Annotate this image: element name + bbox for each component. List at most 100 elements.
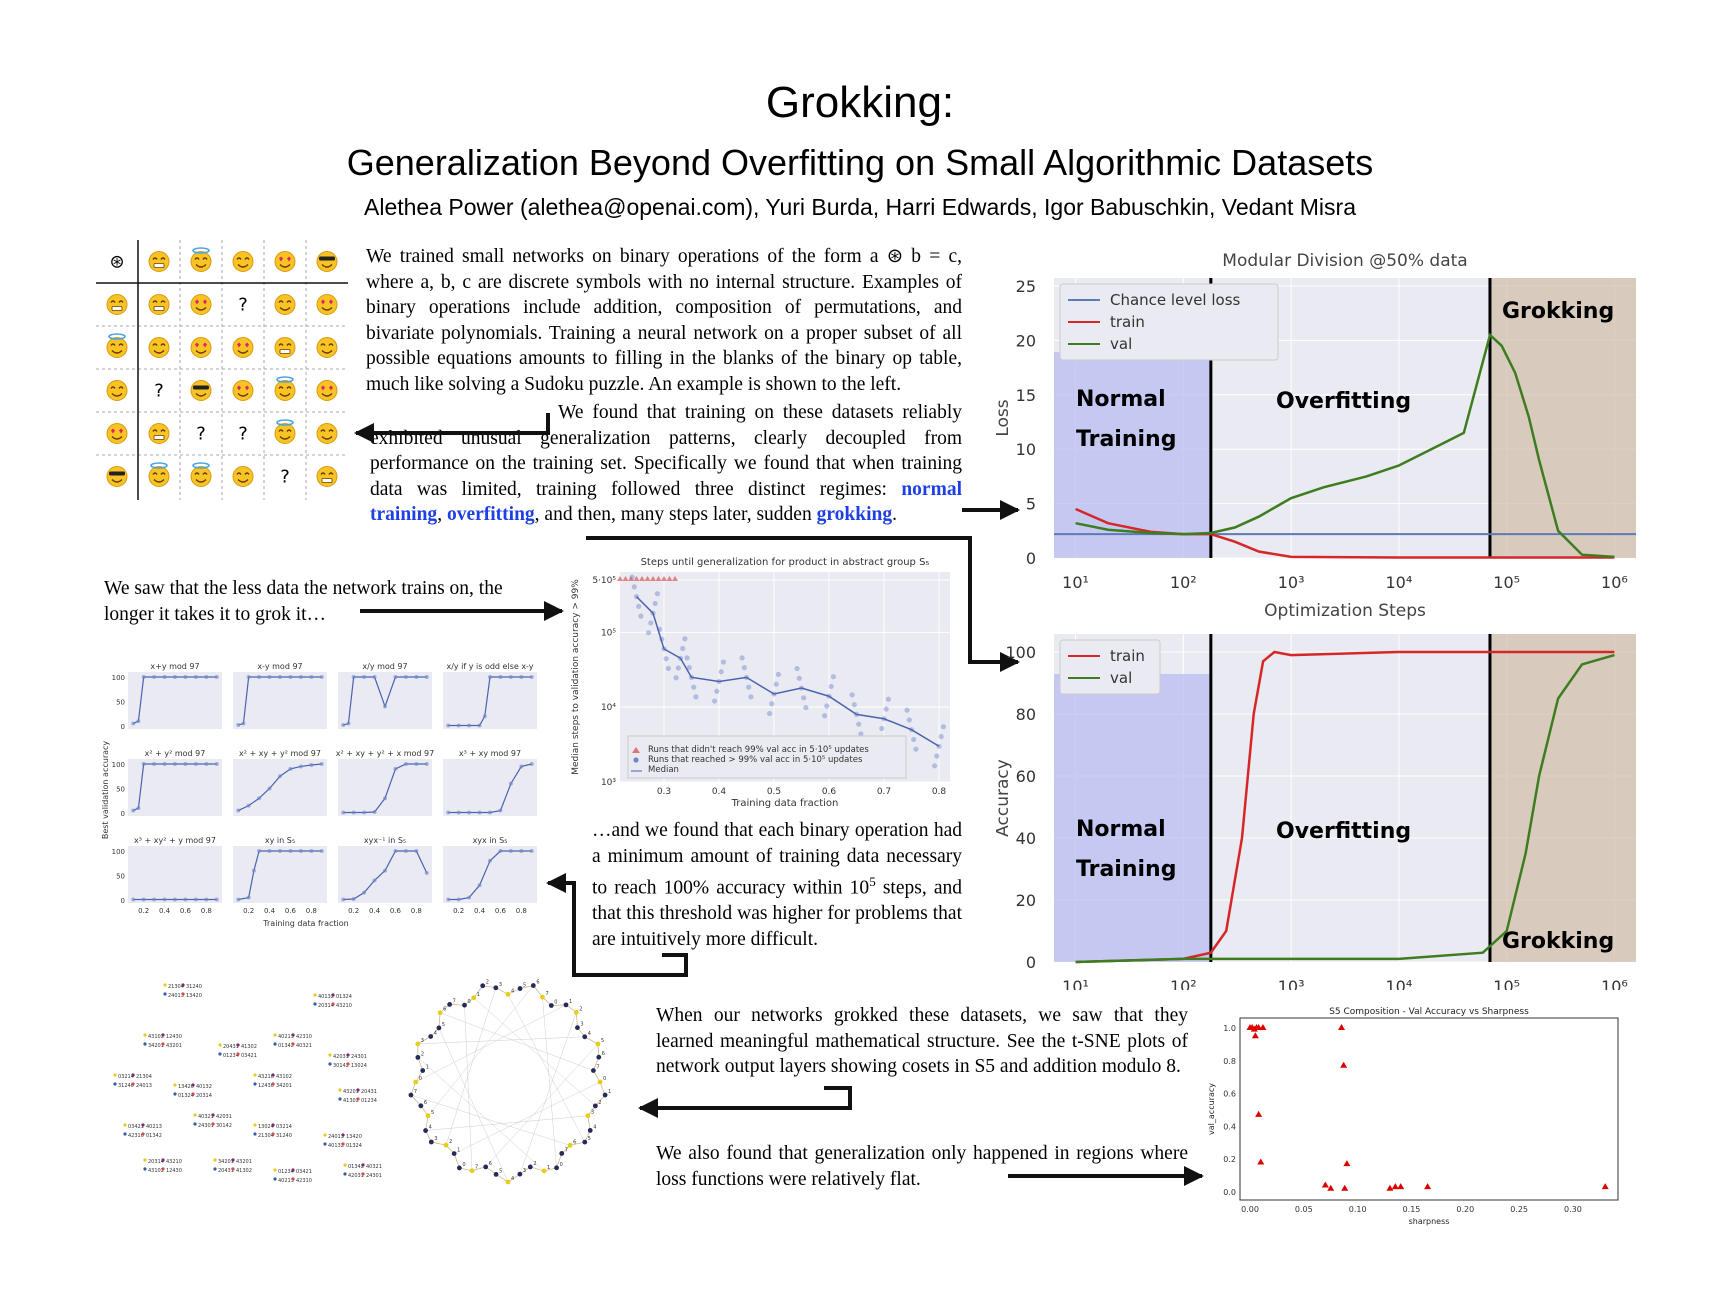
emoji-mouth [153, 306, 165, 311]
tsne-label: 24301 [198, 1123, 214, 1129]
panel-area [338, 672, 432, 729]
tsne-label: 13420 [186, 993, 202, 999]
x-tick-label: 10¹ [1062, 573, 1089, 592]
emoji-face [106, 423, 128, 444]
tsne-label: 42310 [296, 1034, 312, 1040]
emoji-mouth [237, 263, 249, 268]
run-point [773, 681, 779, 687]
tsne-label: 41302 [236, 1168, 252, 1174]
panel-point [393, 675, 398, 679]
tsne-label: 40213 [278, 1178, 294, 1184]
panel-line [448, 676, 532, 727]
data-point [1327, 1184, 1335, 1191]
region-label-overfitting: Overfitting [1276, 819, 1411, 844]
x-tick-label: 0.6 [822, 787, 837, 797]
tsne-label: 4 [429, 1125, 432, 1131]
emoji-eyes [320, 343, 334, 346]
tsne-point [273, 1033, 277, 1037]
panel-point [162, 675, 167, 679]
tsne-label: 31240 [118, 1083, 134, 1089]
emoji-eyes [152, 257, 166, 260]
y-tick-label: 0 [1026, 549, 1036, 568]
didnt-reach-marker [633, 576, 640, 581]
panel-point [131, 897, 136, 902]
tsne-label: 24301 [351, 1054, 367, 1060]
legend-label: Median [648, 765, 679, 775]
tsne-label: 42031 [348, 1173, 364, 1179]
run-point [714, 688, 720, 694]
tsne-point [341, 1142, 345, 1146]
run-point [906, 717, 912, 723]
tsne-point [423, 1128, 428, 1133]
x-tick-label: 10⁴ [1385, 977, 1412, 990]
tsne-label: 7 [475, 1165, 478, 1171]
run-point [803, 704, 809, 711]
didnt-reach-marker [661, 576, 667, 581]
emoji-face [232, 251, 254, 272]
tsne-point [493, 1171, 499, 1177]
run-point [938, 733, 944, 740]
unknown-cell: ? [154, 381, 164, 402]
data-point [1341, 1184, 1349, 1191]
y-tick-label: 0 [121, 723, 125, 731]
region-label-training: Training [1076, 427, 1176, 452]
emoji-halo [276, 376, 294, 383]
run-point [801, 695, 807, 701]
unknown-cell: ? [280, 467, 290, 488]
tsne-point [540, 994, 545, 1000]
tsne-point [173, 1092, 177, 1096]
run-point [741, 665, 747, 671]
emoji-relief-icon [148, 337, 170, 358]
tsne-point [343, 1172, 347, 1176]
tsne-label: 4 [511, 988, 514, 994]
panel-point [393, 849, 398, 853]
run-point [638, 613, 644, 619]
tsne-label: 31240 [186, 984, 202, 990]
panel-title: x³ + xy² + y mod 97 [134, 836, 216, 845]
panel-point [214, 897, 219, 902]
emoji-face [190, 294, 212, 315]
panel-point [204, 897, 209, 902]
tsne-edge [438, 1027, 509, 1183]
run-point [680, 645, 686, 652]
emoji-mouth [111, 478, 123, 483]
legend-box [627, 735, 907, 779]
panel-point [309, 675, 314, 679]
series-val-line [1075, 653, 1615, 964]
panel-point [456, 897, 461, 902]
emoji-eyes [236, 472, 250, 475]
run-point [665, 665, 671, 672]
tsne-point [346, 1062, 350, 1066]
run-point [684, 655, 690, 661]
run-point [830, 674, 836, 680]
accuracy-chart: 0 20 40 60 80 100 10¹ 10² 10³ 10⁴ 10⁵ 10⁶ Normal Trai… [996, 634, 1636, 990]
tsne-point [567, 1142, 573, 1148]
tsne-point [585, 1113, 591, 1119]
x-tick-label: 0.6 [495, 907, 507, 915]
chart-title: S5 Composition - Val Accuracy vs Sharpne… [1329, 1007, 1529, 1017]
tsne-point [173, 1083, 177, 1087]
x-tick-label: 0.5 [767, 787, 781, 797]
intro-paragraph: We trained small networks on binary oper… [366, 246, 962, 395]
panel-point [498, 849, 503, 853]
emoji-face [316, 337, 338, 358]
tsne-label: 20314 [196, 1093, 212, 1099]
panel-title: x-y mod 97 [257, 662, 302, 671]
data-point [1321, 1181, 1329, 1188]
panel-line [238, 676, 322, 726]
op-symbol: ⊛ [109, 252, 124, 272]
emoji-face [316, 423, 338, 444]
panel-point [214, 675, 219, 679]
tsne-label: 2 [486, 980, 489, 986]
tsne-label: 3 [591, 1110, 594, 1116]
emoji-face [274, 251, 296, 272]
tsne-point [505, 991, 511, 997]
tsne-point [141, 1123, 145, 1127]
y-tick-label: 10⁵ [601, 628, 616, 638]
panel-point [141, 762, 146, 766]
tsne-point [436, 1025, 442, 1031]
tsne-label: 20431 [223, 1044, 239, 1050]
emoji-love-icon [106, 423, 128, 444]
panel-point [251, 868, 256, 873]
panel-point [529, 762, 534, 766]
